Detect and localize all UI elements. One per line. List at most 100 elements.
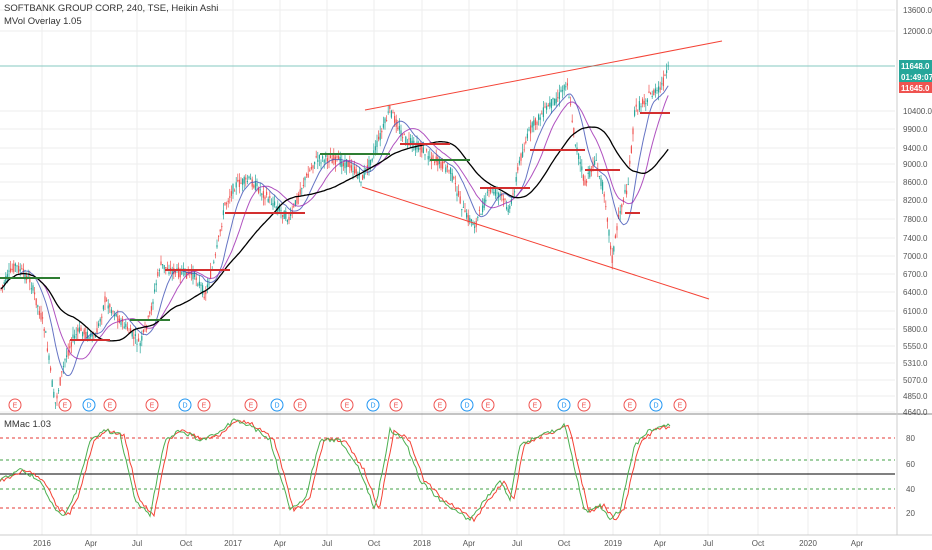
candle-body — [83, 329, 85, 335]
candle-body — [362, 175, 364, 180]
candle-body — [582, 175, 584, 181]
candle-body — [664, 74, 666, 76]
candlestick-series — [0, 61, 669, 410]
time-axis-label: Apr — [463, 539, 476, 548]
candle-body — [203, 296, 205, 299]
event-circle — [528, 398, 542, 412]
candle-body — [198, 281, 200, 286]
candle-body — [235, 182, 237, 188]
candle-body — [514, 191, 516, 193]
candle-body — [611, 255, 613, 264]
candle-body — [181, 271, 183, 275]
candle-body — [442, 161, 444, 169]
candle-body — [72, 334, 74, 339]
candle-body — [472, 222, 474, 226]
time-axis-label: Oct — [752, 539, 765, 548]
candle-body — [477, 216, 479, 218]
candle-body — [469, 217, 471, 223]
candle-body — [426, 149, 428, 151]
candle-body — [267, 198, 269, 202]
candle-body — [339, 157, 341, 166]
candle-body — [210, 270, 212, 279]
candle-body — [581, 166, 583, 171]
event-circle — [244, 398, 258, 412]
candle-body — [50, 367, 52, 371]
candle-body — [408, 138, 410, 140]
candle-body — [82, 331, 84, 337]
symbol-title[interactable]: SOFTBANK GROUP CORP, 240, TSE, Heikin As… — [4, 3, 219, 14]
candle-body — [195, 277, 197, 280]
osc-axis-label: 20 — [906, 509, 915, 518]
candle-body — [54, 402, 56, 404]
candle-body — [118, 318, 120, 323]
candle-body — [90, 334, 92, 337]
price-axis-label: 5550.0 — [903, 342, 928, 351]
candle-body — [123, 326, 125, 329]
event-label: E — [486, 403, 491, 410]
event-circle — [270, 398, 284, 412]
candle-body — [138, 338, 140, 342]
candle-body — [400, 130, 402, 137]
candle-body — [282, 214, 284, 217]
candle-body — [134, 334, 136, 336]
candle-body — [70, 342, 72, 347]
candle-body — [462, 206, 464, 208]
candle-body — [651, 95, 653, 97]
event-circle — [433, 398, 447, 412]
candle-body — [568, 97, 570, 99]
candle-body — [237, 180, 239, 182]
candle-body — [154, 289, 156, 292]
event-label: E — [628, 403, 633, 410]
candle-body — [445, 167, 447, 173]
price-axis-label: 5070.0 — [903, 376, 928, 385]
candle-body — [490, 189, 492, 193]
candle-body — [229, 196, 231, 198]
candle-body — [197, 284, 199, 286]
candle-body — [357, 174, 359, 179]
event-marker: E — [340, 398, 354, 412]
candle-body — [170, 267, 172, 269]
price-axis-label: 4850.0 — [903, 392, 928, 401]
time-axis-label: Apr — [274, 539, 287, 548]
candle-body — [130, 328, 132, 334]
indicator-legend[interactable]: MVol Overlay 1.05 — [4, 16, 82, 27]
candle-body — [494, 189, 496, 196]
candle-body — [542, 107, 544, 118]
candle-body — [520, 153, 522, 161]
event-label: E — [63, 403, 68, 410]
candle-body — [6, 274, 8, 280]
candle-body — [608, 230, 610, 236]
candle-body — [99, 319, 101, 322]
moving-average-fast — [0, 85, 669, 377]
oscillator-legend[interactable]: MMac 1.03 — [4, 419, 51, 430]
candle-body — [240, 182, 242, 184]
candle-body — [312, 165, 314, 169]
event-circle — [366, 398, 380, 412]
candle-body — [438, 159, 440, 164]
candle-body — [133, 336, 135, 339]
event-marker: E — [433, 398, 447, 412]
candle-body — [610, 245, 612, 250]
candle-body — [162, 264, 164, 266]
event-marker: E — [389, 398, 403, 412]
event-circle — [460, 398, 474, 412]
candle-body — [269, 196, 271, 198]
candle-body — [115, 313, 117, 317]
candle-body — [485, 199, 487, 202]
price-tag-label: 11645.0 — [901, 84, 930, 93]
candle-body — [245, 177, 247, 180]
candle-body — [258, 187, 260, 193]
candle-body — [632, 128, 634, 135]
event-marker: D — [649, 398, 663, 412]
candle-body — [531, 122, 533, 128]
candle-body — [546, 106, 548, 110]
candle-body — [509, 205, 511, 209]
candle-body — [595, 159, 597, 161]
event-circle — [178, 398, 192, 412]
candle-body — [662, 77, 664, 87]
candle-body — [616, 226, 618, 231]
candle-body — [272, 203, 274, 207]
candle-body — [278, 206, 280, 211]
event-marker: E — [244, 398, 258, 412]
